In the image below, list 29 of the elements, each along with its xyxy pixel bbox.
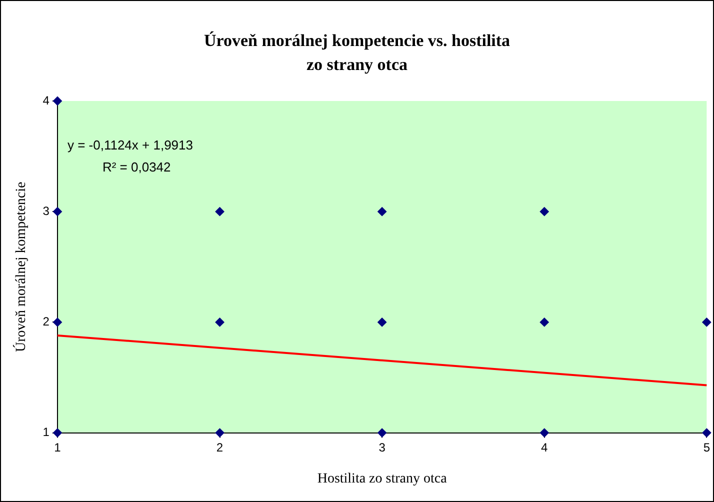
point — [540, 428, 549, 438]
point — [378, 318, 387, 327]
y-axis-title: Úroveň morálnej kompetencie — [12, 182, 30, 352]
y-tick-label: 1 — [42, 425, 50, 440]
point — [702, 428, 712, 438]
point — [702, 318, 712, 327]
point — [215, 318, 224, 327]
point — [52, 318, 62, 327]
y-tick-label: 3 — [42, 204, 50, 218]
x-axis-title: Hostilita zo strany otca — [317, 471, 448, 486]
annotation: R² = 0,0342 — [102, 160, 171, 175]
x-tick-label: 5 — [703, 440, 710, 454]
point — [52, 428, 62, 438]
x-tick-label: 3 — [378, 440, 386, 454]
x-tick-label: 1 — [54, 440, 62, 454]
x-tick-label: 4 — [541, 440, 548, 454]
point — [540, 207, 549, 216]
chart-title: Úroveň morálnej kompetencie vs. hostilita zo strany otca — [202, 30, 512, 76]
point — [215, 207, 224, 216]
point — [215, 428, 224, 438]
point — [378, 207, 387, 216]
y-tick-label: 4 — [42, 93, 50, 108]
annotation: y = -0,1124x + 1,9913 — [67, 138, 194, 153]
x-tick-label: 2 — [216, 440, 224, 454]
point — [540, 318, 549, 327]
point — [378, 428, 387, 438]
point — [52, 207, 62, 216]
y-tick-label: 2 — [42, 314, 50, 329]
point — [52, 96, 62, 106]
